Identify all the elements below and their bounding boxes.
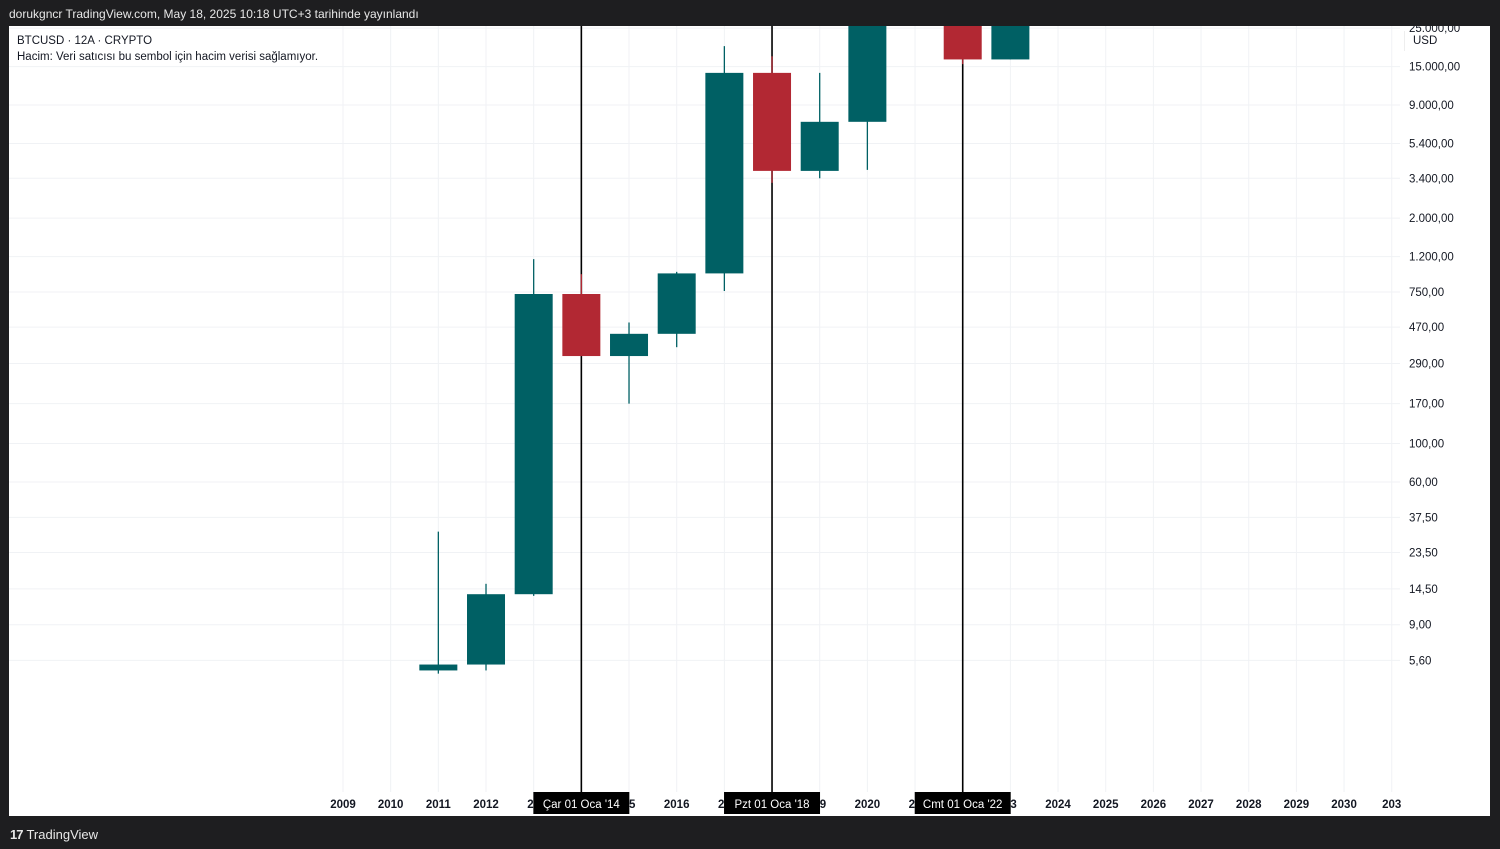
marker-date-label: Çar 01 Oca '14 [543, 799, 621, 811]
marker-date-label: Pzt 01 Oca '18 [734, 799, 809, 811]
time-tick-label: 2012 [473, 799, 499, 811]
time-tick-label: 2009 [330, 799, 356, 811]
candle-2022[interactable] [943, 26, 982, 65]
price-tick-label: 100,00 [1409, 439, 1444, 451]
candle-2020[interactable] [848, 26, 887, 170]
price-tick-label: 37,50 [1409, 512, 1438, 524]
candle-2015[interactable] [610, 322, 649, 404]
candle-body [610, 333, 649, 357]
candle-body [562, 294, 601, 357]
candle-body [991, 26, 1030, 60]
time-tick-label: 2016 [664, 799, 690, 811]
time-axis: 2009201020112012201520162019202020232024… [330, 799, 1401, 811]
time-tick-label: 2028 [1236, 799, 1262, 811]
price-tick-label: 3.400,00 [1409, 173, 1454, 185]
brand-name: TradingView [26, 827, 99, 842]
candle-2011[interactable] [419, 531, 458, 674]
time-tick-label: 2011 [426, 799, 452, 811]
price-axis: 800.000,00480.000,00300.000,00180.000,00… [1409, 26, 1460, 667]
price-tick-label: 1.200,00 [1409, 252, 1454, 264]
price-tick-label: 60,00 [1409, 477, 1438, 489]
time-tick-label: 2024 [1045, 799, 1071, 811]
price-tick-label: 14,50 [1409, 584, 1438, 596]
candle-2014[interactable] [562, 274, 601, 357]
price-tick-label: 9,00 [1409, 620, 1431, 632]
chart-pane[interactable]: 800.000,00480.000,00300.000,00180.000,00… [9, 26, 1490, 816]
marker-date-label-bg [533, 792, 630, 814]
publish-header: dorukgncr TradingView.com, May 18, 2025 … [0, 0, 1500, 26]
marker-date-label-bg [724, 792, 821, 814]
time-tick-label: 2029 [1284, 799, 1310, 811]
time-tick-label: 2027 [1188, 799, 1214, 811]
candle-body [657, 273, 696, 334]
time-tick-label: 2020 [855, 799, 881, 811]
footer: 17 TradingView [0, 816, 1500, 849]
candle-body [943, 26, 982, 60]
time-tick-label: 2030 [1331, 799, 1357, 811]
candle-body [514, 294, 553, 595]
price-tick-label: 290,00 [1409, 358, 1444, 370]
candlestick-chart[interactable]: 800.000,00480.000,00300.000,00180.000,00… [9, 26, 1490, 816]
price-tick-label: 25.000,00 [1409, 26, 1460, 35]
price-tick-label: 470,00 [1409, 322, 1444, 334]
price-tick-label: 2.000,00 [1409, 213, 1454, 225]
price-tick-label: 9.000,00 [1409, 100, 1454, 112]
symbol-title: BTCUSD · 12A · CRYPTO [17, 35, 153, 47]
currency-selector[interactable]: USD [1404, 31, 1490, 51]
marker-date-label-bg [914, 792, 1011, 814]
candle-2013[interactable] [514, 259, 553, 596]
candle-2012[interactable] [467, 583, 506, 671]
publish-line: dorukgncr TradingView.com, May 18, 2025 … [9, 7, 419, 21]
price-tick-label: 750,00 [1409, 287, 1444, 299]
tradingview-logo-icon: 17 [10, 827, 24, 842]
time-tick-label: 203 [1382, 799, 1401, 811]
candle-2019[interactable] [800, 72, 839, 179]
volume-note: Hacim: Veri satıcısı bu sembol için haci… [17, 51, 319, 63]
candles [419, 26, 1030, 674]
price-tick-label: 23,50 [1409, 547, 1438, 559]
marker-date-label: Cmt 01 Oca '22 [923, 799, 1003, 811]
candle-body [419, 664, 458, 671]
tradingview-logo[interactable]: 17 TradingView [10, 827, 98, 842]
price-tick-label: 5.400,00 [1409, 138, 1454, 150]
price-tick-label: 5,60 [1409, 655, 1431, 667]
candle-2016[interactable] [657, 271, 696, 348]
marker-labels: Çar 01 Oca '14 Pzt 01 Oca '18 Cmt 01 Oca '… [533, 792, 1011, 814]
candle-body [467, 594, 506, 665]
chart-legend: BTCUSD · 12A · CRYPTO Hacim: Veri satıcı… [17, 33, 318, 65]
candle-2018[interactable] [753, 56, 792, 183]
time-tick-label: 2010 [378, 799, 404, 811]
candle-2017[interactable] [705, 46, 744, 291]
candle-body [705, 72, 744, 274]
candle-body [848, 26, 887, 122]
time-tick-label: 2025 [1093, 799, 1119, 811]
candle-body [800, 121, 839, 171]
price-tick-label: 15.000,00 [1409, 62, 1460, 74]
price-tick-label: 170,00 [1409, 399, 1444, 411]
candle-body [753, 72, 792, 171]
candle-2023[interactable] [991, 26, 1030, 60]
grid [9, 26, 1400, 792]
time-tick-label: 2026 [1141, 799, 1167, 811]
